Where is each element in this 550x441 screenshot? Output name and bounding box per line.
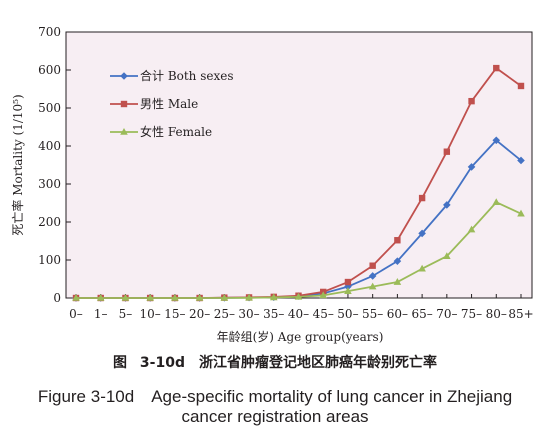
x-tick-label: 40–	[288, 307, 309, 321]
data-point	[393, 257, 402, 265]
legend-label: 男性 Male	[140, 97, 198, 111]
y-tick-label: 300	[38, 177, 61, 191]
data-point	[443, 201, 451, 209]
figure-caption-chinese: 图 3-10d 浙江省肿瘤登记地区肺癌年龄别死亡率	[113, 355, 437, 371]
y-tick-label: 500	[38, 101, 61, 115]
data-point	[517, 156, 525, 165]
x-tick-label: 10–	[140, 307, 161, 321]
data-point	[269, 293, 278, 301]
y-tick-label: 100	[38, 253, 61, 267]
legend-marker	[120, 128, 128, 135]
data-point	[344, 287, 352, 294]
figure-caption-english-line2: cancer registration areas	[181, 407, 369, 426]
data-point	[195, 294, 204, 301]
y-axis-ticks: 0 100 200 300 400 500 600 700	[38, 25, 71, 305]
y-tick-label: 0	[53, 291, 61, 305]
data-point	[146, 294, 154, 301]
data-point	[492, 136, 501, 145]
data-point	[394, 237, 401, 244]
data-point	[418, 264, 426, 272]
x-tick-label: 20–	[189, 307, 210, 321]
data-point	[121, 294, 130, 301]
x-tick-label: 35–	[263, 307, 284, 321]
legend: 合计 Both sexes 男性 Male 女性 Female	[110, 68, 234, 139]
data-point	[468, 97, 475, 105]
data-point	[344, 278, 352, 286]
data-point	[517, 82, 525, 90]
x-tick-label: 60–	[387, 307, 408, 321]
data-point	[492, 198, 501, 206]
data-point	[369, 262, 376, 269]
legend-item-2: 女性 Female	[110, 124, 212, 139]
x-tick-label: 25–	[214, 307, 235, 321]
x-tick-label: 55–	[362, 307, 383, 321]
data-point	[418, 194, 426, 202]
legend-marker	[120, 72, 128, 80]
x-tick-label: 15–	[164, 307, 185, 321]
data-point	[72, 294, 80, 301]
x-tick-label: 45–	[313, 307, 334, 321]
legend-label: 合计 Both sexes	[140, 68, 234, 83]
x-tick-label: 50–	[337, 307, 358, 321]
data-point	[294, 292, 303, 300]
x-tick-label: 5–	[119, 307, 133, 321]
data-point	[443, 252, 451, 259]
data-point	[245, 293, 253, 301]
data-point	[418, 229, 426, 238]
data-point	[96, 294, 105, 301]
data-point	[517, 209, 525, 217]
x-tick-label: 75–	[461, 307, 482, 321]
x-tick-label: 30–	[238, 307, 259, 321]
data-point	[493, 64, 500, 72]
legend-item-1: 男性 Male	[110, 97, 198, 111]
x-tick-label: 0–	[69, 307, 83, 321]
x-axis-title: 年龄组(岁) Age group(years)	[217, 329, 384, 344]
mortality-line-chart: 0 100 200 300 400 500 600 700 0– 1– 5– 10– 15– 20– 25…	[10, 25, 534, 344]
y-tick-label: 400	[38, 139, 61, 153]
legend-item-0: 合计 Both sexes	[110, 68, 234, 83]
data-point	[368, 282, 377, 290]
data-point	[220, 294, 229, 301]
legend-label: 女性 Female	[140, 124, 212, 139]
figure-caption-english-line1: Figure 3-10d Age-specific mortality of l…	[37, 387, 513, 406]
data-point	[368, 272, 377, 280]
x-tick-label: 65–	[411, 307, 432, 321]
y-tick-label: 600	[38, 63, 61, 77]
data-point	[319, 291, 328, 299]
data-point	[344, 282, 352, 291]
series-layer	[72, 64, 525, 302]
x-tick-label: 85+	[508, 307, 533, 321]
legend-marker	[120, 100, 128, 108]
data-point	[171, 294, 179, 301]
x-tick-label: 1–	[94, 307, 108, 321]
plot-area	[65, 31, 533, 299]
y-tick-label: 200	[38, 215, 61, 229]
data-point	[467, 225, 476, 233]
x-tick-label: 70–	[436, 307, 457, 321]
series-2	[72, 198, 525, 301]
y-tick-label: 700	[38, 25, 61, 39]
y-axis-title: 死亡率 Mortality (1/10⁵)	[10, 94, 25, 235]
data-point	[393, 278, 402, 285]
x-tick-label: 80–	[486, 307, 507, 321]
data-point	[443, 148, 451, 155]
data-point	[467, 163, 476, 171]
